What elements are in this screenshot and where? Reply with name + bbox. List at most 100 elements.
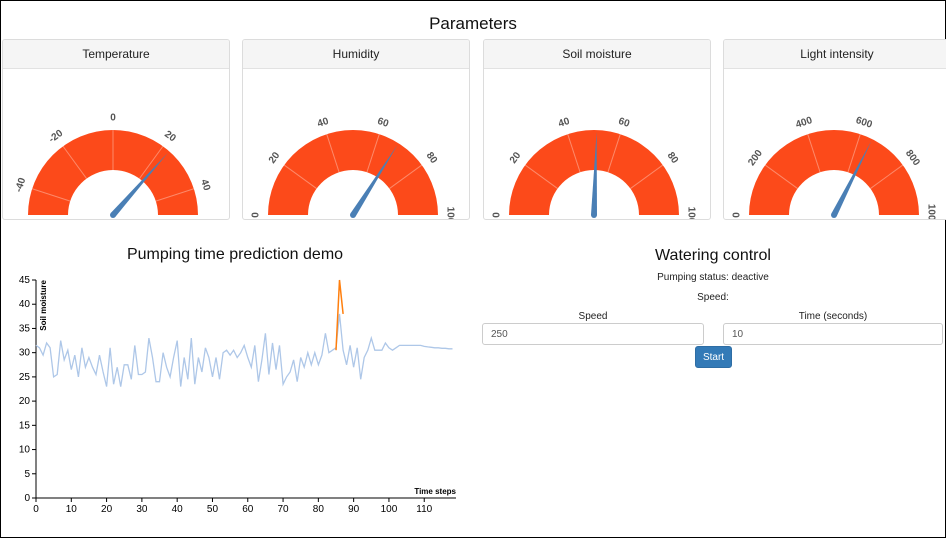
y-tick-label: 40 xyxy=(19,299,31,310)
gauge-humidity: 0 20 40 60 80 100 68 xyxy=(251,116,456,220)
gauge-tick-label: 60 xyxy=(376,116,390,130)
gauge-tick-line xyxy=(764,164,798,189)
gauge-tick-label: 0 xyxy=(251,212,262,218)
x-tick-label: 60 xyxy=(242,504,254,515)
gauge-tick-line xyxy=(283,164,317,189)
y-tick-label: 45 xyxy=(19,275,31,286)
gauge-tick-label: 80 xyxy=(424,150,440,166)
y-tick-label: 15 xyxy=(19,420,31,431)
gauge-card-soil-moisture: Soil moisture 0 20 40 60 80 100 51 xyxy=(483,39,711,220)
speed-field-label: Speed xyxy=(578,311,608,322)
gauge-arc xyxy=(749,130,919,215)
gauge-tick-label: 800 xyxy=(903,148,922,168)
speed-text: Speed: xyxy=(697,292,729,303)
x-axis-label: Time steps xyxy=(414,487,456,496)
gauge-tick-label: 40 xyxy=(198,178,212,192)
gauge-header: Humidity xyxy=(243,40,469,69)
gauge-value: 649 xyxy=(824,217,844,220)
gauge-tick-label: 0 xyxy=(110,113,116,124)
gauge-needle-hub xyxy=(110,212,116,218)
gauge-needle xyxy=(350,144,398,217)
gauge-tick-label: 20 xyxy=(162,129,178,145)
gauge-tick-line xyxy=(567,134,581,173)
watering-control-title: Watering control xyxy=(655,247,771,264)
gauge-tick-label: 40 xyxy=(316,116,330,130)
gauge-temperature: -40 -20 0 20 40 23 xyxy=(13,113,212,220)
gauge-tick-line xyxy=(807,134,821,173)
gauge-tick-line xyxy=(155,188,194,202)
series-measured-line xyxy=(35,313,453,387)
x-tick-label: 70 xyxy=(277,504,289,515)
x-tick-label: 80 xyxy=(313,504,325,515)
gauge-tick-label: -40 xyxy=(13,176,28,194)
x-tick-label: 20 xyxy=(101,504,113,515)
x-tick-label: 10 xyxy=(66,504,78,515)
gauge-tick-label: 40 xyxy=(557,116,571,130)
x-tick-label: 110 xyxy=(416,504,432,515)
gauge-tick-label: 100 xyxy=(444,207,455,220)
gauge-soil-moisture: 0 20 40 60 80 100 51 xyxy=(492,116,697,220)
gauge-tick-line xyxy=(524,164,558,189)
y-tick-label: 10 xyxy=(19,445,31,456)
gauge-tick-line xyxy=(389,164,423,189)
gauge-tick-line xyxy=(62,145,87,179)
gauge-value: 51 xyxy=(587,217,601,220)
gauge-tick-line xyxy=(366,134,380,173)
gauge-tick-label: -20 xyxy=(47,128,66,146)
gauge-tick-label: 1000 xyxy=(925,204,936,220)
gauge-needle xyxy=(591,132,597,216)
gauge-card-humidity: Humidity 0 20 40 60 80 100 68 xyxy=(242,39,470,220)
chart-axes: 0 5 10 15 20 25 30 35 40 45 0 10 20 30 40 50 60 70 80 90 100… xyxy=(19,275,456,515)
y-axis-label: Soil moisture xyxy=(39,279,48,330)
y-tick-label: 30 xyxy=(19,348,31,359)
gauge-needle-hub xyxy=(591,212,597,218)
gauge-tick-label: 60 xyxy=(617,116,631,130)
gauge-header: Soil moisture xyxy=(484,40,710,69)
gauge-needle-hub xyxy=(831,212,837,218)
x-tick-label: 0 xyxy=(33,504,39,515)
gauge-tick-label: 200 xyxy=(746,148,765,168)
pumping-status-text: Pumping status: deactive xyxy=(657,272,769,283)
gauge-tick-label: 0 xyxy=(492,212,503,218)
gauge-tick-line xyxy=(607,134,621,173)
x-tick-label: 50 xyxy=(207,504,219,515)
speed-input[interactable] xyxy=(482,323,704,345)
x-tick-label: 30 xyxy=(136,504,148,515)
gauge-header: Light intensity xyxy=(724,40,946,69)
gauge-light-intensity: 0 200 400 600 800 1000 649 xyxy=(732,115,937,220)
parameters-title: Parameters xyxy=(429,14,517,33)
start-button[interactable]: Start xyxy=(695,346,732,368)
y-tick-label: 20 xyxy=(19,396,31,407)
chart-title: Pumping time prediction demo xyxy=(126,246,344,263)
gauge-tick-label: 0 xyxy=(732,212,743,218)
gauge-tick-label: 80 xyxy=(665,150,681,166)
gauge-arc xyxy=(509,130,679,215)
x-tick-label: 90 xyxy=(348,504,360,515)
gauge-card-light-intensity: Light intensity 0 200 400 600 800 1000 649 xyxy=(723,39,946,220)
gauge-tick-label: 400 xyxy=(794,115,814,131)
gauge-tick-line xyxy=(870,164,904,189)
time-input[interactable] xyxy=(723,323,943,345)
gauge-value: 23 xyxy=(106,217,120,220)
gauge-arc xyxy=(28,130,198,215)
gauge-arc xyxy=(268,130,438,215)
gauge-tick-label: 600 xyxy=(854,115,874,131)
y-tick-label: 25 xyxy=(19,372,31,383)
gauge-tick-label: 20 xyxy=(508,150,524,166)
gauge-tick-label: 100 xyxy=(685,207,696,220)
gauge-needle xyxy=(831,140,872,217)
x-tick-label: 100 xyxy=(381,504,398,515)
gauge-needle-hub xyxy=(350,212,356,218)
soil-moisture-chart: 0 5 10 15 20 25 30 35 40 45 0 10 20 30 40 50 60 70 80 90 100… xyxy=(19,275,457,515)
gauge-needle xyxy=(110,152,168,217)
series-predicted-line xyxy=(335,279,344,351)
gauge-tick-line xyxy=(326,134,340,173)
y-tick-label: 5 xyxy=(24,469,30,480)
gauge-tick-line xyxy=(847,134,861,173)
gauge-tick-line xyxy=(32,188,71,202)
gauge-header: Temperature xyxy=(3,40,229,69)
gauge-tick-label: 20 xyxy=(267,150,283,166)
y-tick-label: 0 xyxy=(24,493,30,504)
gauge-value: 68 xyxy=(346,217,360,220)
gauge-card-temperature: Temperature -40 -20 0 20 40 23 xyxy=(2,39,230,220)
